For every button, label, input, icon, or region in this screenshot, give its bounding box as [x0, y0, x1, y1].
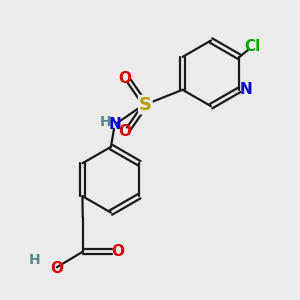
Text: H: H	[28, 253, 40, 266]
Text: O: O	[118, 124, 131, 139]
Text: Cl: Cl	[244, 39, 261, 54]
Text: O: O	[112, 244, 124, 259]
Text: O: O	[118, 70, 131, 86]
Text: N: N	[108, 118, 121, 133]
Text: H: H	[99, 116, 111, 130]
Text: O: O	[50, 261, 63, 276]
Text: N: N	[240, 82, 253, 97]
Text: S: S	[139, 96, 152, 114]
